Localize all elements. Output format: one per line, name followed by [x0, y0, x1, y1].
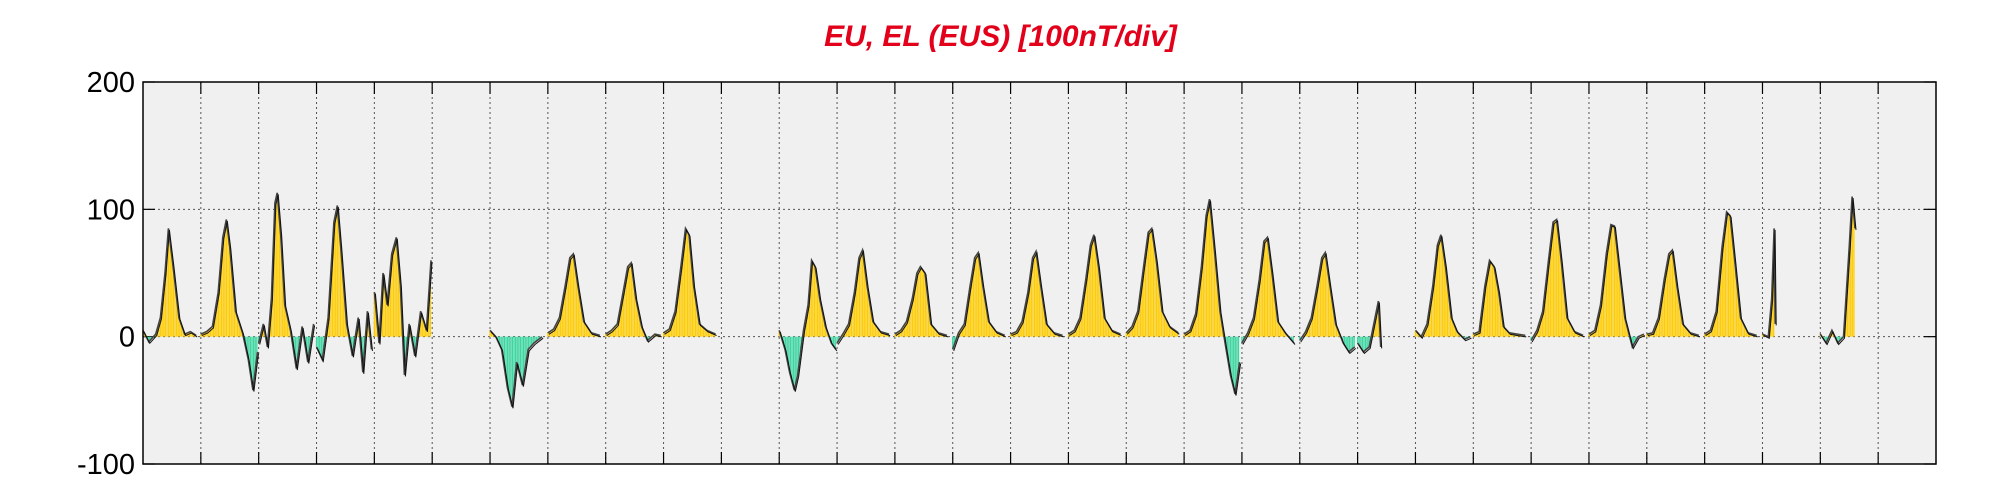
el-line — [1126, 228, 1180, 335]
el-line — [259, 194, 316, 371]
y-tick-label: 0 — [119, 322, 135, 354]
el-line — [953, 252, 1007, 352]
y-tick-label: -100 — [77, 449, 135, 481]
eu-line — [200, 219, 259, 391]
eu-line — [778, 257, 837, 391]
eu-line — [257, 192, 315, 369]
el-line — [317, 206, 373, 374]
eu-line — [1819, 196, 1856, 345]
eu-line — [1472, 258, 1526, 337]
el-line — [1242, 237, 1296, 345]
el-line — [143, 229, 198, 345]
el-line — [1416, 236, 1472, 342]
el-line — [606, 263, 662, 343]
el-line — [374, 238, 433, 377]
el-line — [779, 260, 838, 392]
el-line — [1011, 251, 1064, 338]
eu-line — [315, 205, 373, 373]
el-line — [1300, 252, 1357, 355]
el-line — [1358, 302, 1383, 355]
el-line — [1820, 198, 1857, 346]
chart-title: EU, EL (EUS) [100nT/div] — [824, 20, 1177, 53]
el-line — [490, 331, 544, 409]
el-line — [1184, 200, 1242, 396]
eu-line — [142, 228, 197, 344]
el-line — [1474, 260, 1527, 338]
eu-line — [1588, 223, 1645, 350]
eu-line — [1183, 198, 1241, 395]
el-line — [895, 267, 949, 338]
el-line — [1589, 225, 1646, 350]
eu-line — [605, 260, 661, 342]
el-line — [1705, 212, 1758, 338]
el-line — [201, 220, 259, 392]
y-tick-label: 200 — [87, 67, 135, 99]
eu-line — [373, 237, 432, 375]
el-line — [1531, 220, 1585, 343]
el-line — [664, 228, 717, 337]
y-tick-label: 100 — [87, 194, 135, 226]
el-line — [1647, 250, 1701, 338]
el-line — [548, 254, 602, 338]
el-line — [1763, 229, 1777, 339]
el-line — [837, 249, 891, 345]
el-line — [1069, 236, 1122, 337]
plot-frame — [142, 81, 1937, 465]
